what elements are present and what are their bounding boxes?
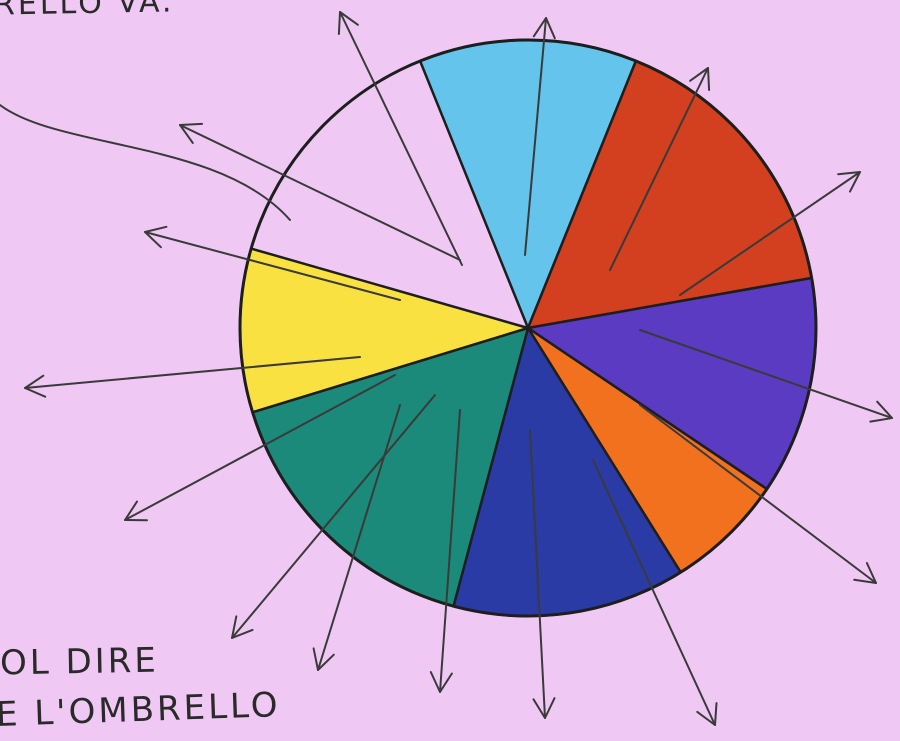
arrow-line-13 (24, 356, 361, 389)
arrowhead-11 (231, 615, 254, 639)
arrow-line-16 (0, 104, 291, 221)
arrowhead-2 (532, 17, 556, 40)
arrow-line-8 (529, 429, 546, 719)
arrowhead-7 (696, 702, 718, 726)
arrowhead-4 (837, 171, 861, 193)
arrow-line-15 (179, 124, 461, 261)
arrowhead-1 (337, 11, 359, 35)
arrow-line-11 (231, 394, 436, 639)
arrow-line-10 (317, 404, 401, 671)
pie-slices (238, 38, 818, 618)
arrow-line-6 (639, 404, 877, 584)
arrowhead-14 (144, 225, 168, 249)
arrowhead-5 (869, 400, 893, 423)
arrowhead-12 (124, 500, 148, 522)
arrowhead-15 (179, 122, 203, 144)
top-text-fragment: RELLO VA. (0, 0, 175, 23)
bottom-text-line-1: OL DIRE (0, 640, 160, 684)
arrow-line-5 (639, 329, 893, 419)
pie-outline (238, 38, 818, 618)
arrow-line-1 (339, 11, 463, 266)
arrow-line-7 (592, 459, 716, 726)
arrow-line-3 (609, 67, 709, 271)
arrowhead-8 (532, 697, 556, 719)
arrows (0, 11, 893, 726)
arrow-line-14 (144, 231, 401, 301)
arrowhead-3 (689, 67, 711, 91)
arrow-line-2 (524, 17, 547, 256)
arrowhead-6 (853, 562, 877, 584)
arrow-line-4 (679, 171, 861, 296)
arrow-line-9 (439, 409, 461, 693)
arrow-line-12 (124, 374, 396, 521)
arrowhead-13 (24, 374, 47, 398)
arrowhead-10 (312, 647, 335, 671)
arrowhead-9 (429, 671, 453, 693)
